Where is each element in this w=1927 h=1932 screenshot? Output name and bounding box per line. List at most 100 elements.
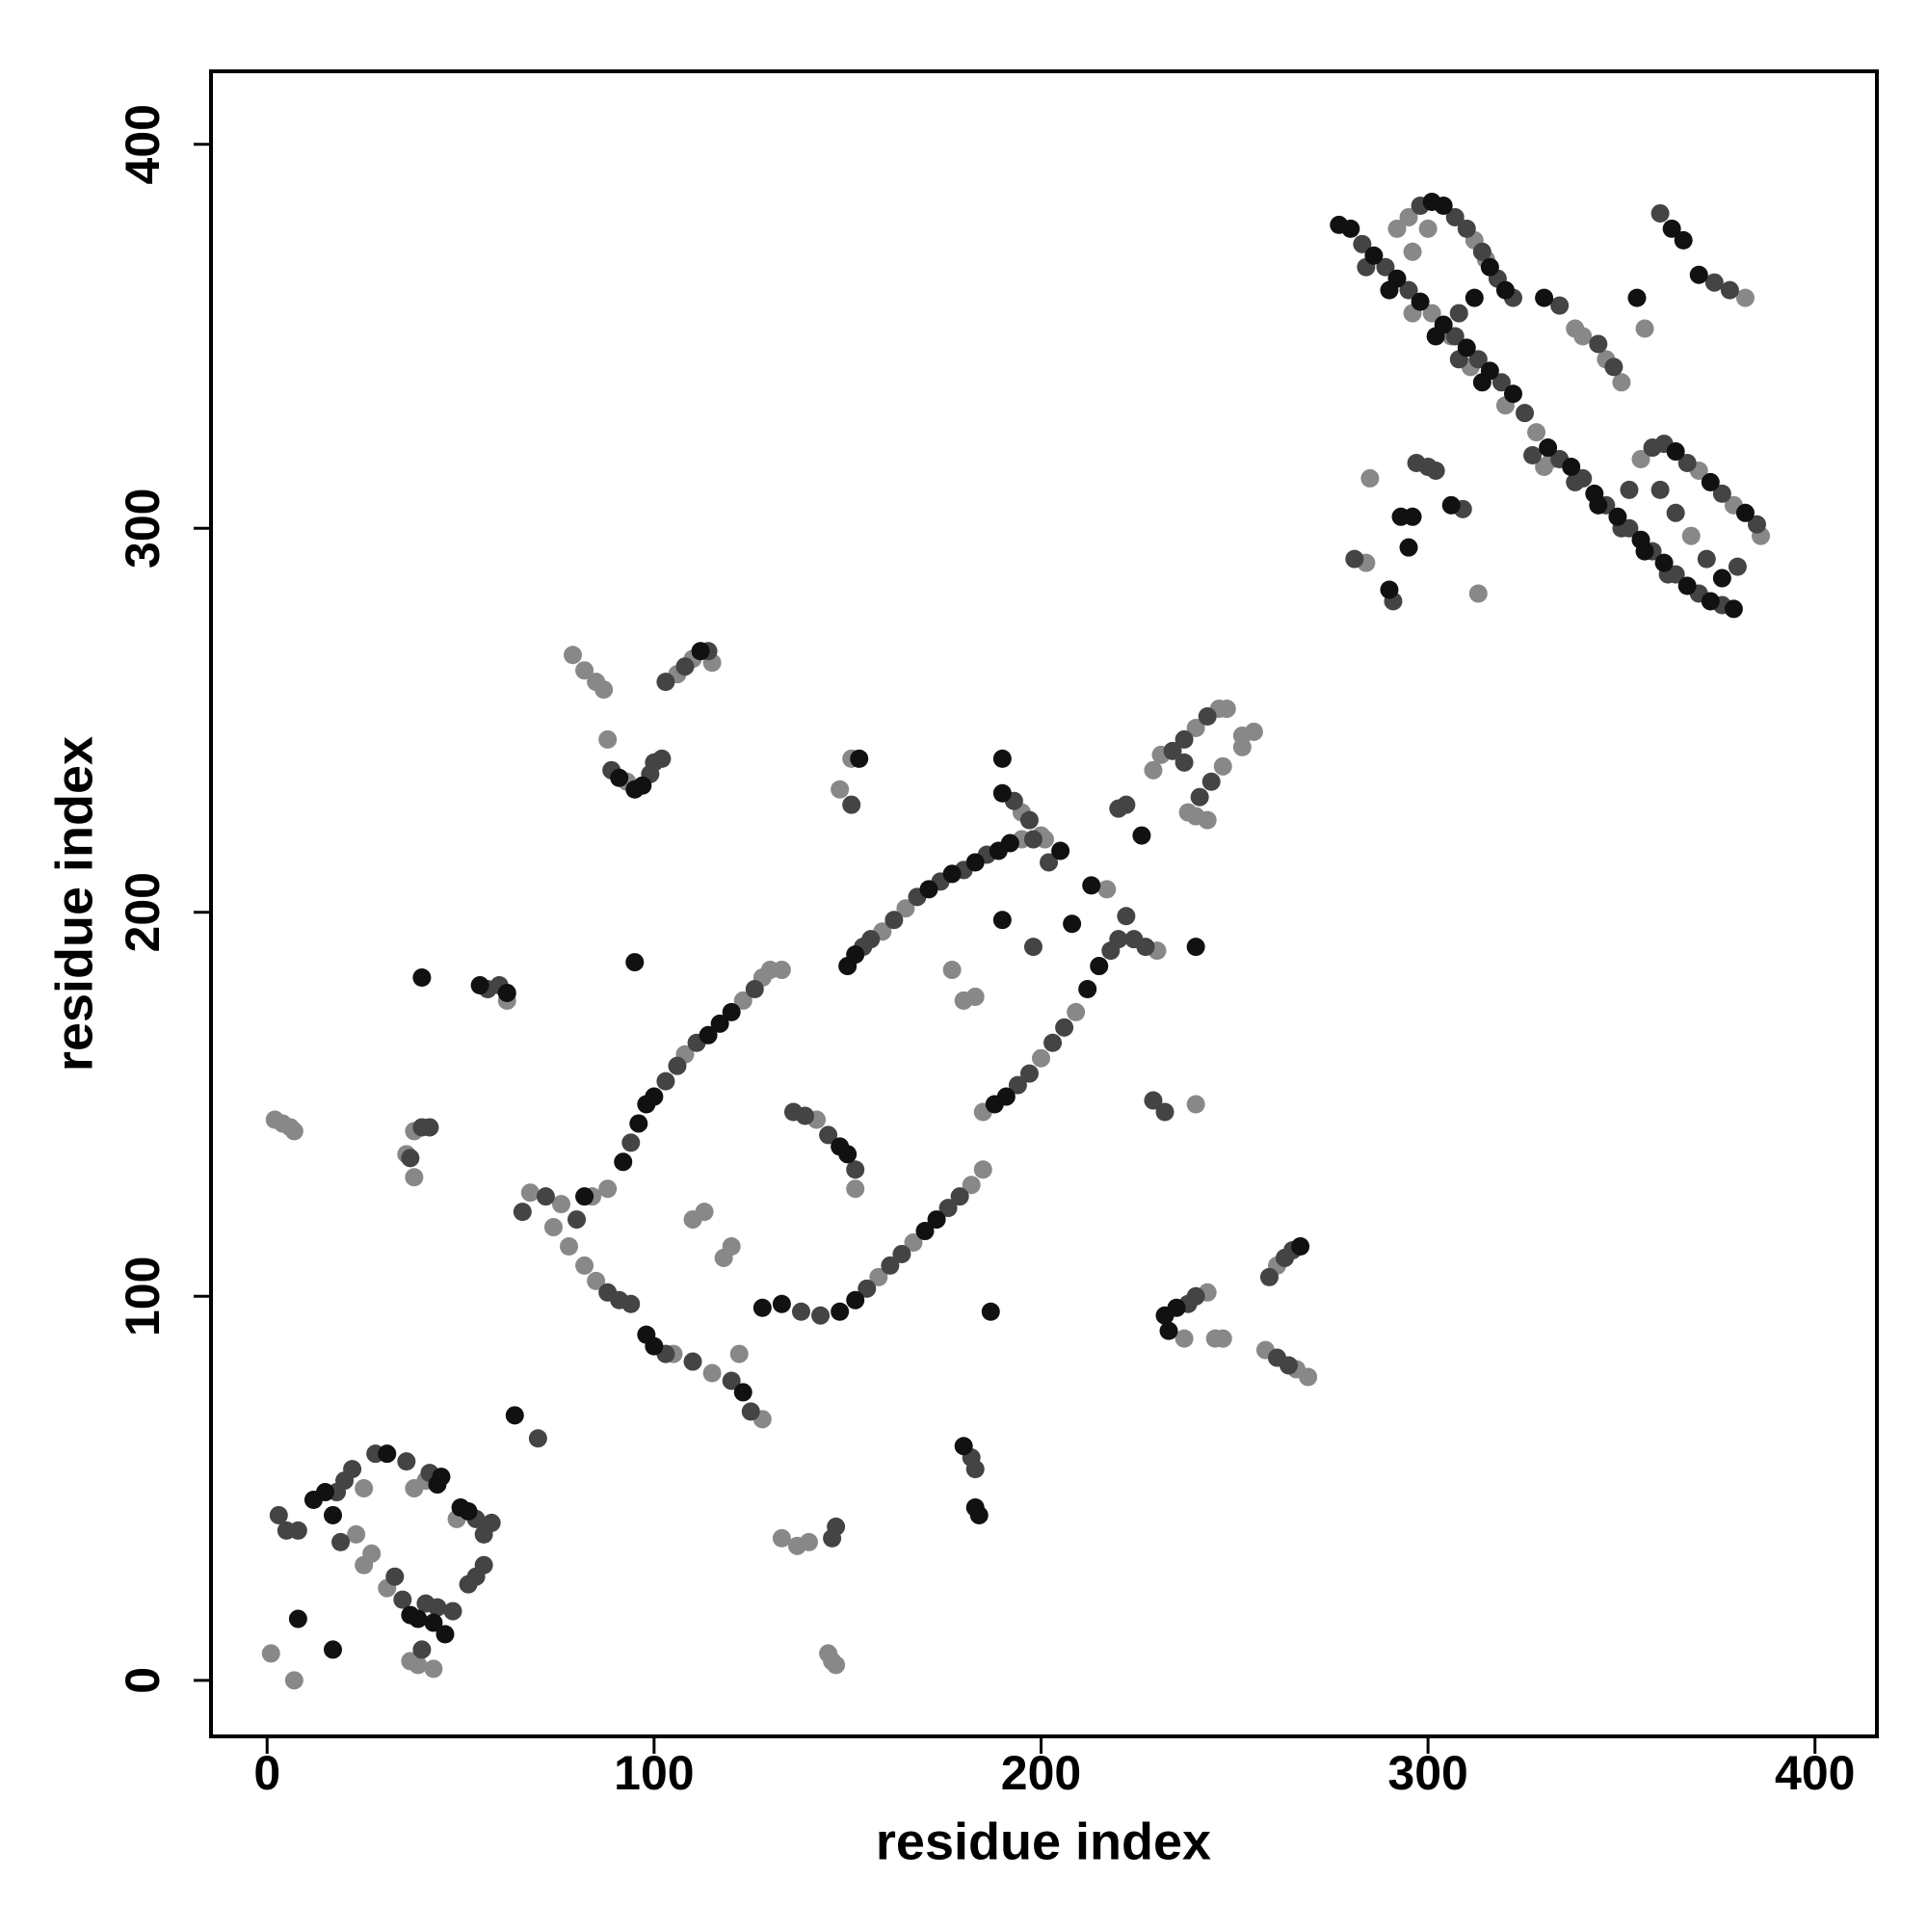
point: [1422, 304, 1441, 323]
x-tick-label: 300: [1387, 1746, 1467, 1800]
point: [1213, 1329, 1232, 1348]
point: [969, 1505, 989, 1524]
point: [385, 1567, 405, 1586]
point: [1159, 1321, 1178, 1340]
point: [1186, 718, 1205, 737]
point: [954, 1437, 973, 1456]
point: [811, 1306, 831, 1325]
point: [1635, 319, 1654, 338]
point: [288, 1521, 307, 1540]
point: [405, 1168, 424, 1187]
point: [1472, 242, 1491, 261]
point: [652, 749, 672, 768]
point: [838, 1145, 858, 1164]
point: [858, 1279, 877, 1298]
point: [1163, 741, 1182, 760]
point: [904, 1232, 923, 1252]
point: [1186, 938, 1205, 957]
point: [1516, 404, 1535, 423]
point: [362, 1544, 382, 1563]
point: [1353, 234, 1372, 253]
point: [819, 1125, 838, 1145]
point: [992, 783, 1012, 803]
point: [772, 961, 791, 980]
point: [594, 680, 614, 700]
point: [1201, 772, 1221, 791]
point: [1620, 480, 1639, 499]
point: [942, 961, 962, 980]
point: [869, 1267, 888, 1286]
point: [1562, 457, 1581, 476]
point: [378, 1444, 397, 1464]
point: [896, 899, 915, 918]
point: [1426, 461, 1445, 480]
point: [733, 991, 752, 1010]
point: [536, 1187, 555, 1206]
point: [950, 1187, 969, 1206]
point: [850, 749, 869, 768]
point: [1063, 914, 1082, 934]
point: [1097, 880, 1117, 899]
point: [881, 1256, 900, 1275]
point: [443, 1601, 462, 1621]
point: [1259, 1267, 1279, 1286]
point: [1503, 384, 1522, 404]
point: [409, 1655, 428, 1675]
point: [800, 1532, 819, 1551]
point: [610, 768, 629, 787]
x-axis-title: residue index: [876, 1813, 1211, 1870]
point: [1175, 1329, 1194, 1348]
point: [1175, 729, 1194, 749]
point: [722, 1002, 741, 1021]
point: [1399, 207, 1418, 226]
point: [695, 1203, 714, 1222]
point: [1078, 979, 1097, 998]
point: [827, 1655, 846, 1675]
point: [791, 1302, 810, 1321]
point: [1399, 280, 1418, 300]
point: [598, 1179, 618, 1199]
point: [729, 1344, 749, 1363]
point: [1735, 288, 1755, 307]
point: [846, 1179, 865, 1199]
point: [621, 1294, 641, 1313]
y-tick-label: 100: [116, 1257, 170, 1337]
point: [675, 657, 695, 676]
point: [428, 1598, 447, 1617]
point: [1109, 930, 1128, 949]
point: [1387, 219, 1407, 238]
point: [1704, 273, 1724, 292]
point: [1677, 576, 1697, 595]
point: [315, 1483, 334, 1502]
point: [1468, 584, 1488, 603]
point: [1000, 834, 1019, 853]
point: [846, 945, 865, 965]
point: [842, 795, 861, 814]
point: [973, 1160, 992, 1179]
point: [1376, 257, 1395, 277]
point: [1689, 265, 1708, 284]
point: [772, 1294, 791, 1313]
point: [645, 1337, 664, 1356]
point: [965, 1460, 985, 1479]
point: [614, 1152, 633, 1172]
point: [1217, 700, 1236, 719]
point: [1608, 507, 1627, 526]
point: [965, 853, 985, 872]
point: [1055, 1018, 1074, 1037]
point: [745, 979, 764, 998]
point: [1345, 549, 1364, 569]
x-tick-label: 200: [1001, 1746, 1081, 1800]
point: [587, 1271, 606, 1290]
point: [691, 642, 710, 661]
point: [1067, 1002, 1086, 1021]
point: [927, 1210, 946, 1230]
point: [938, 1199, 958, 1218]
point: [432, 1468, 451, 1487]
point: [1418, 219, 1438, 238]
point: [633, 776, 652, 795]
point: [962, 1176, 981, 1195]
point: [621, 1133, 641, 1152]
point: [919, 880, 938, 899]
